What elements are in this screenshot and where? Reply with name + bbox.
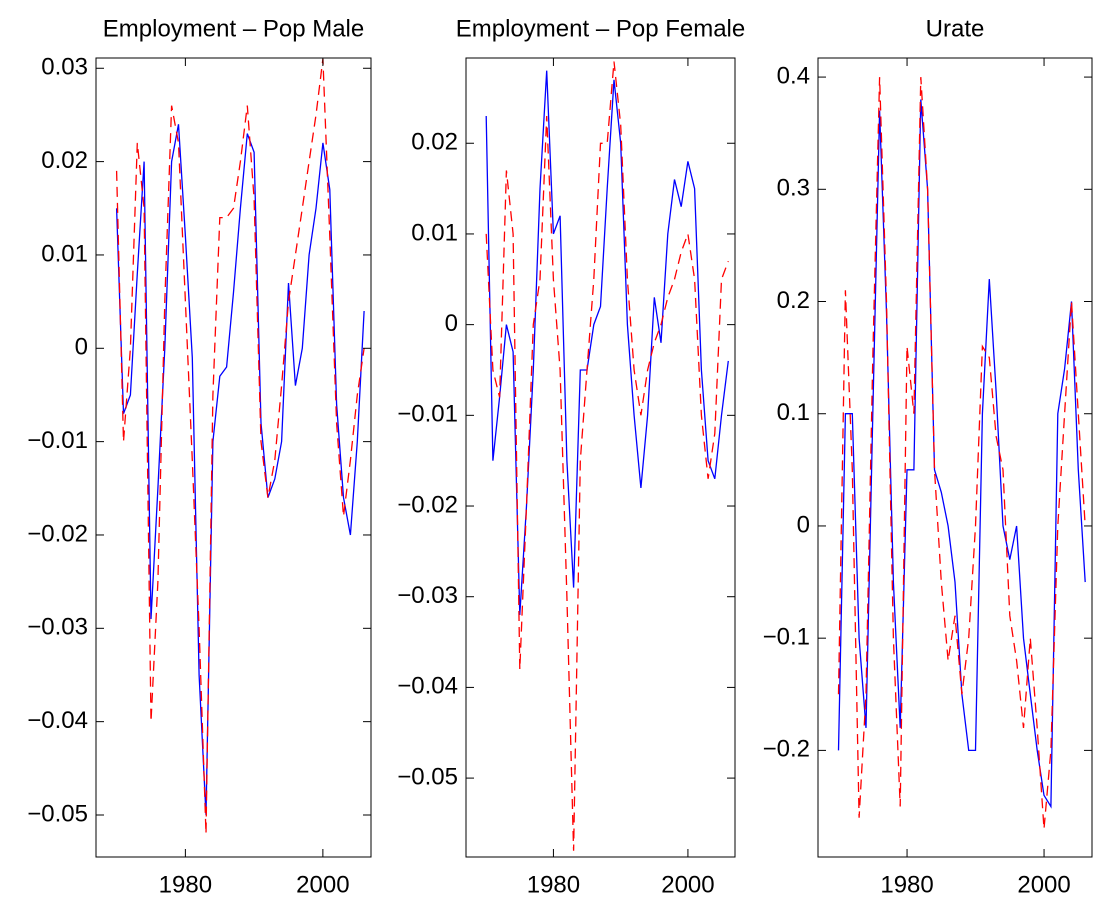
axes-box — [95, 57, 372, 858]
x-tick-label: 2000 — [1017, 871, 1070, 898]
y-tick-label: 0.03 — [41, 54, 88, 81]
plot-area — [837, 77, 1086, 829]
x-tick-label: 1980 — [159, 871, 212, 898]
data-line — [837, 99, 1086, 809]
x-tick-label: 1980 — [527, 871, 580, 898]
y-tick-label: 0 — [75, 334, 88, 361]
y-tick-label: 0.01 — [411, 219, 458, 246]
axes-box — [817, 57, 1093, 858]
chart-title: Employment – Pop Female — [456, 15, 745, 42]
chart-title: Employment – Pop Male — [103, 15, 364, 42]
data-line — [485, 70, 729, 615]
y-tick-label: 0.2 — [777, 287, 810, 314]
axes-box — [465, 57, 736, 858]
y-tick-label: −0.02 — [397, 491, 458, 518]
chart-title: Urate — [926, 15, 985, 42]
y-tick-label: 0.01 — [41, 240, 88, 267]
y-tick-label: 0 — [445, 310, 458, 337]
y-tick-label: −0.03 — [397, 582, 458, 609]
data-line — [837, 77, 1086, 829]
data-line — [115, 124, 365, 816]
y-tick-label: −0.01 — [27, 427, 88, 454]
plot-area — [485, 61, 729, 851]
y-tick-label: −0.04 — [27, 707, 88, 734]
x-tick-label: 1980 — [880, 871, 933, 898]
data-line — [115, 58, 365, 834]
y-tick-label: −0.05 — [397, 763, 458, 790]
x-tick-label: 2000 — [296, 871, 349, 898]
y-tick-label: 0 — [797, 511, 810, 538]
y-tick-label: −0.2 — [763, 736, 810, 763]
y-tick-label: 0.4 — [777, 62, 810, 89]
y-tick-label: −0.1 — [763, 624, 810, 651]
y-tick-label: −0.05 — [27, 800, 88, 827]
y-tick-label: −0.03 — [27, 614, 88, 641]
y-tick-label: 0.3 — [777, 175, 810, 202]
y-tick-label: 0.02 — [41, 147, 88, 174]
y-tick-label: −0.01 — [397, 401, 458, 428]
y-tick-label: −0.02 — [27, 520, 88, 547]
plot-area — [115, 58, 365, 834]
x-tick-label: 2000 — [661, 871, 714, 898]
y-tick-label: −0.04 — [397, 673, 458, 700]
y-tick-label: 0.02 — [411, 129, 458, 156]
y-tick-label: 0.1 — [777, 399, 810, 426]
